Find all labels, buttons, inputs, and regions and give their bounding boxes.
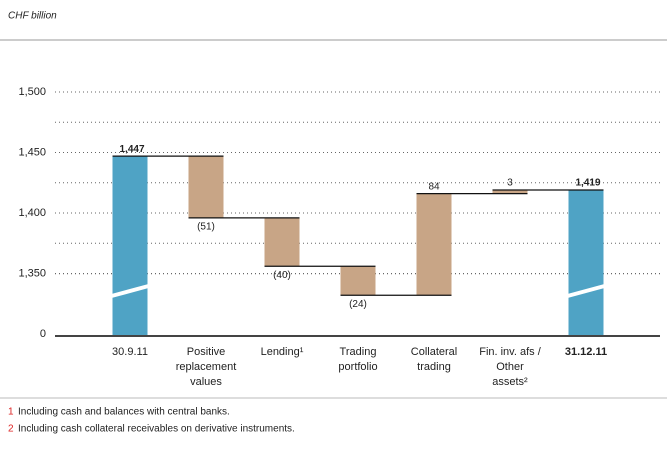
x-tick-label: assets² (492, 376, 528, 388)
value-label: 3 (507, 178, 513, 189)
y-tick-label: 0 (40, 328, 46, 340)
x-tick-label: 30.9.11 (112, 346, 148, 358)
x-tick-label: replacement (176, 361, 237, 373)
bar (568, 190, 604, 335)
value-label: 1,447 (119, 144, 144, 155)
bar (416, 193, 452, 296)
value-label: 1,419 (575, 178, 600, 189)
value-label: (51) (197, 221, 215, 232)
x-tick-label: portfolio (338, 361, 377, 373)
x-tick-label: 31.12.11 (565, 346, 607, 358)
x-tick-label: trading (417, 361, 451, 373)
footnote-text: Including cash collateral receivables on… (18, 424, 295, 435)
x-tick-label: Fin. inv. afs / (479, 346, 541, 358)
y-tick-label: 1,500 (18, 86, 46, 98)
bar (492, 190, 528, 194)
x-tick-label: values (190, 376, 222, 388)
bar (264, 217, 300, 267)
bar (188, 156, 224, 218)
y-tick-label: 1,400 (18, 207, 46, 219)
footnote-marker: 1 (8, 407, 14, 418)
axis-break (566, 284, 606, 298)
y-tick-label: 1,450 (18, 146, 46, 158)
value-label: (24) (349, 299, 367, 310)
value-label: 84 (428, 181, 440, 192)
x-tick-label: Lending¹ (261, 346, 304, 358)
footnote-text: Including cash and balances with central… (18, 407, 230, 418)
bar (112, 156, 148, 335)
footnote-marker: 2 (8, 424, 14, 435)
value-label: (40) (273, 270, 291, 281)
x-tick-label: Trading (340, 346, 377, 358)
x-tick-label: Positive (187, 346, 226, 358)
x-tick-label: Other (496, 361, 524, 373)
x-tick-label: Collateral (411, 346, 457, 358)
y-tick-label: 1,350 (18, 267, 46, 279)
unit-label: CHF billion (8, 11, 57, 22)
bar (340, 266, 376, 296)
axis-break (110, 284, 150, 298)
